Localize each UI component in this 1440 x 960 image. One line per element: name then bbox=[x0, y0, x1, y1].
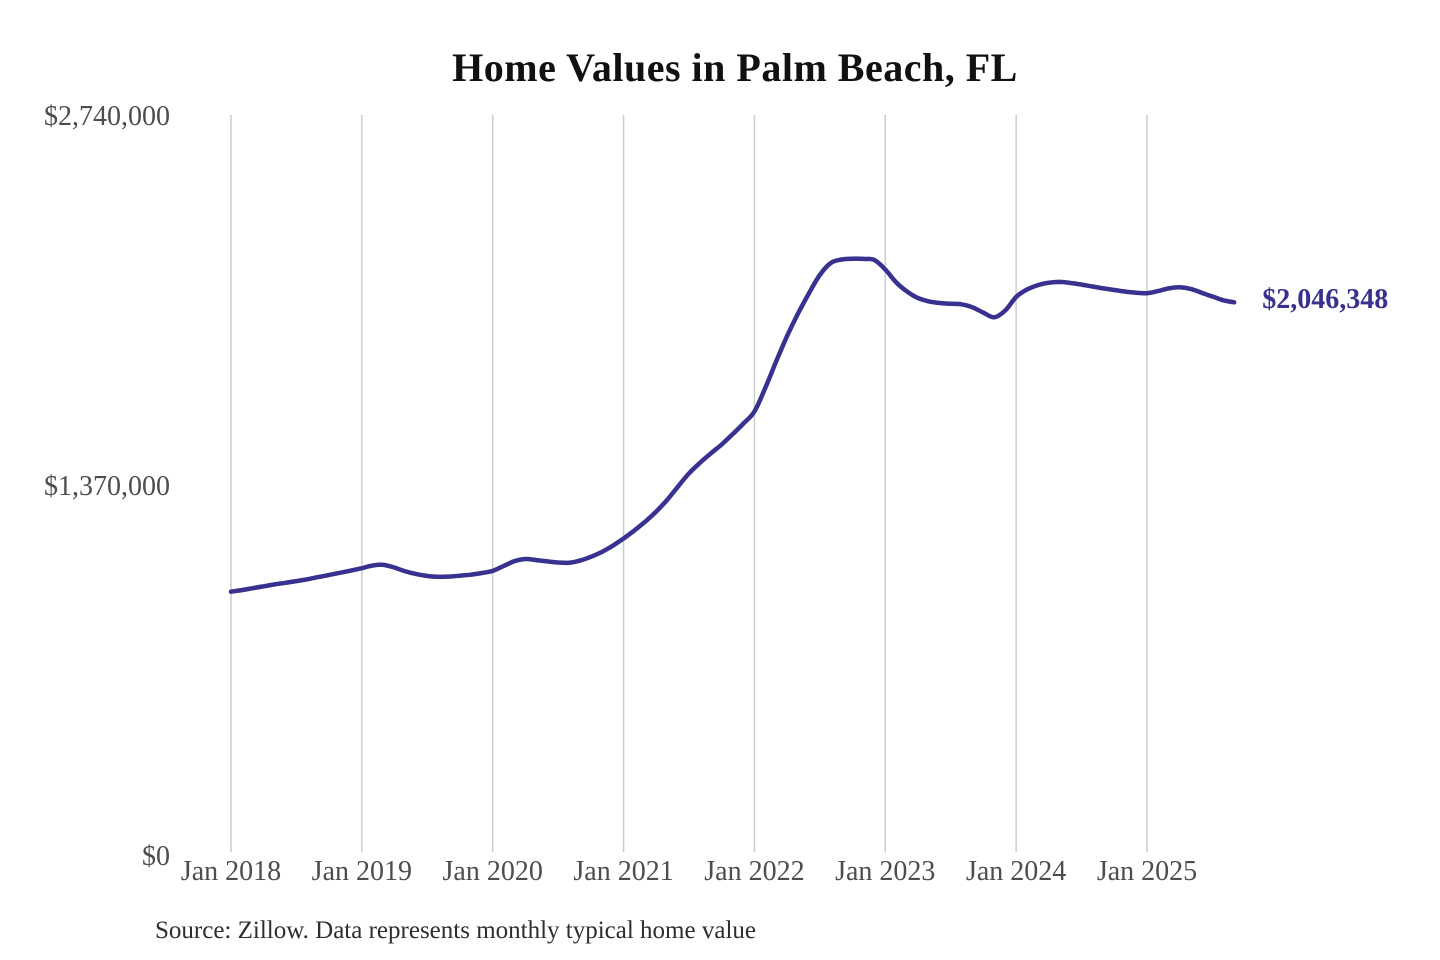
x-tick-label: Jan 2024 bbox=[965, 856, 1067, 887]
chart-title: Home Values in Palm Beach, FL bbox=[452, 45, 1018, 90]
home-value-line bbox=[228, 256, 1237, 594]
x-tick-label: Jan 2019 bbox=[311, 856, 412, 887]
x-tick-label: Jan 2021 bbox=[573, 856, 674, 887]
x-tick-label: Jan 2023 bbox=[835, 856, 936, 887]
x-tick-label: Jan 2022 bbox=[704, 856, 805, 887]
x-tick-label: Jan 2018 bbox=[180, 856, 282, 887]
x-tick-label: Jan 2025 bbox=[1096, 856, 1198, 887]
y-tick-label: $0 bbox=[142, 841, 170, 872]
y-tick-label: $1,370,000 bbox=[44, 471, 170, 502]
source-note: Source: Zillow. Data represents monthly … bbox=[155, 917, 756, 944]
x-tick-label: Jan 2020 bbox=[442, 856, 543, 887]
y-tick-label: $2,740,000 bbox=[44, 101, 170, 132]
latest-value-label: $2,046,348 bbox=[1262, 284, 1389, 316]
